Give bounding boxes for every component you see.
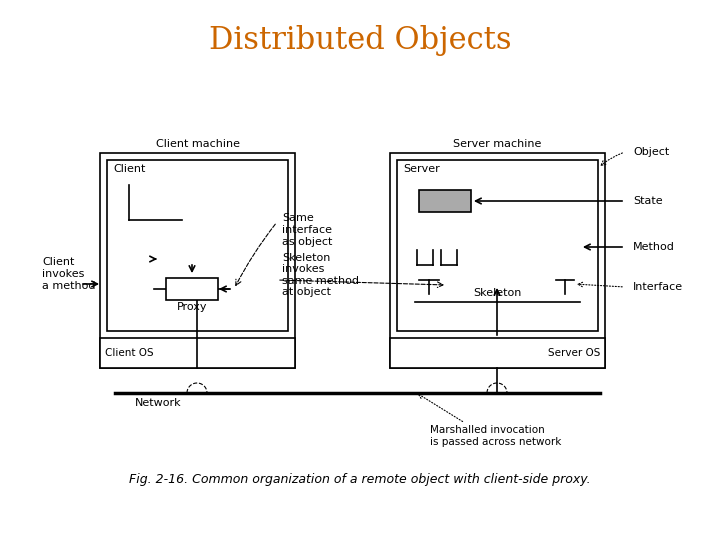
Text: Interface: Interface: [633, 282, 683, 292]
Text: Object: Object: [633, 147, 670, 157]
Text: Client
invokes
a method: Client invokes a method: [42, 258, 96, 291]
Bar: [166, 278, 218, 300]
Text: Client: Client: [113, 164, 145, 174]
Text: Proxy: Proxy: [176, 302, 207, 312]
Text: State: State: [633, 196, 662, 206]
Text: Server OS: Server OS: [548, 348, 600, 358]
Bar: [397, 160, 598, 331]
Text: Network: Network: [135, 398, 181, 408]
Bar: [100, 338, 295, 368]
Bar: [100, 153, 295, 368]
Bar: [390, 153, 605, 368]
Text: Client OS: Client OS: [105, 348, 153, 358]
Text: Distributed Objects: Distributed Objects: [209, 25, 511, 56]
Bar: [419, 190, 471, 212]
Text: Fig. 2-16. Common organization of a remote object with client-side proxy.: Fig. 2-16. Common organization of a remo…: [129, 474, 591, 487]
Text: Skeleton
invokes
same method
at object: Skeleton invokes same method at object: [282, 253, 359, 298]
Text: Server machine: Server machine: [454, 139, 541, 149]
Bar: [107, 160, 288, 331]
Bar: [390, 338, 605, 368]
Text: Client machine: Client machine: [156, 139, 240, 149]
Text: Skeleton: Skeleton: [473, 288, 521, 298]
Text: Method: Method: [633, 242, 675, 252]
Text: Marshalled invocation
is passed across network: Marshalled invocation is passed across n…: [430, 425, 562, 447]
Text: Server: Server: [403, 164, 440, 174]
Text: Same
interface
as object: Same interface as object: [282, 213, 333, 247]
